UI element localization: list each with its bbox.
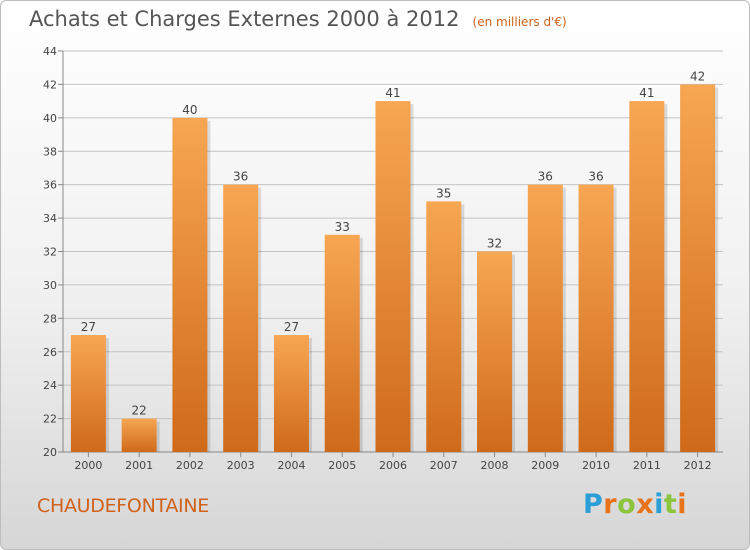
y-tick-label: 20: [43, 446, 57, 459]
x-tick-label: 2009: [531, 459, 559, 472]
x-tick-label: 2000: [74, 459, 102, 472]
y-tick-label: 36: [43, 179, 57, 192]
y-tick-label: 44: [43, 45, 57, 58]
bar-value-label: 27: [284, 320, 299, 334]
bar: [629, 101, 665, 452]
commune-name: CHAUDEFONTAINE: [37, 495, 209, 517]
bar-value-label: 36: [538, 170, 553, 184]
y-tick-label: 32: [43, 246, 57, 259]
y-tick-label: 24: [43, 379, 57, 392]
bar-value-label: 41: [385, 86, 400, 100]
x-tick-label: 2012: [684, 459, 712, 472]
proxiti-logo: Proxiti: [583, 489, 687, 520]
bar-value-label: 27: [81, 320, 96, 334]
logo-letter: i: [677, 489, 688, 520]
bar-value-label: 36: [233, 170, 248, 184]
y-tick-label: 40: [43, 112, 57, 125]
bar-value-label: 35: [436, 186, 451, 200]
logo-letter: o: [617, 489, 637, 520]
bar: [426, 201, 462, 452]
chart-title: Achats et Charges Externes 2000 à 2012: [29, 7, 460, 31]
x-tick-label: 2005: [328, 459, 356, 472]
bar: [527, 184, 563, 452]
logo-letter: r: [603, 489, 618, 520]
y-tick-label: 42: [43, 78, 57, 91]
bar: [324, 234, 360, 452]
bar-value-label: 36: [588, 170, 603, 184]
y-tick-label: 38: [43, 145, 57, 158]
bar-value-label: 33: [335, 220, 350, 234]
bar-value-label: 40: [182, 103, 197, 117]
logo-letter: x: [636, 489, 655, 520]
bar: [578, 184, 614, 452]
x-tick-label: 2010: [582, 459, 610, 472]
y-tick-label: 26: [43, 346, 57, 359]
bar-value-label: 22: [132, 404, 147, 418]
bar: [172, 117, 208, 452]
x-tick-label: 2011: [633, 459, 661, 472]
bar: [273, 335, 309, 452]
bar: [477, 251, 513, 452]
x-tick-label: 2003: [227, 459, 255, 472]
bar: [223, 184, 259, 452]
logo-letter: P: [583, 489, 604, 520]
y-tick-label: 34: [43, 212, 57, 225]
bar: [121, 418, 157, 452]
bar-value-label: 42: [690, 69, 705, 83]
y-tick-label: 28: [43, 312, 57, 325]
bar-value-label: 32: [487, 237, 502, 251]
chart-header: Achats et Charges Externes 2000 à 2012 (…: [29, 7, 567, 31]
logo-letter: i: [654, 489, 664, 520]
x-tick-label: 2008: [481, 459, 509, 472]
x-tick-label: 2002: [176, 459, 204, 472]
x-tick-label: 2006: [379, 459, 407, 472]
logo-letter: t: [663, 489, 678, 520]
x-tick-label: 2004: [277, 459, 305, 472]
chart-subtitle: (en milliers d'€): [472, 15, 567, 29]
bar-value-label: 41: [639, 86, 654, 100]
y-tick-label: 22: [43, 413, 57, 426]
bar: [680, 84, 716, 453]
bar: [70, 335, 106, 452]
x-tick-label: 2007: [430, 459, 458, 472]
x-tick-label: 2001: [125, 459, 153, 472]
bar: [375, 101, 411, 452]
y-tick-label: 30: [43, 279, 57, 292]
